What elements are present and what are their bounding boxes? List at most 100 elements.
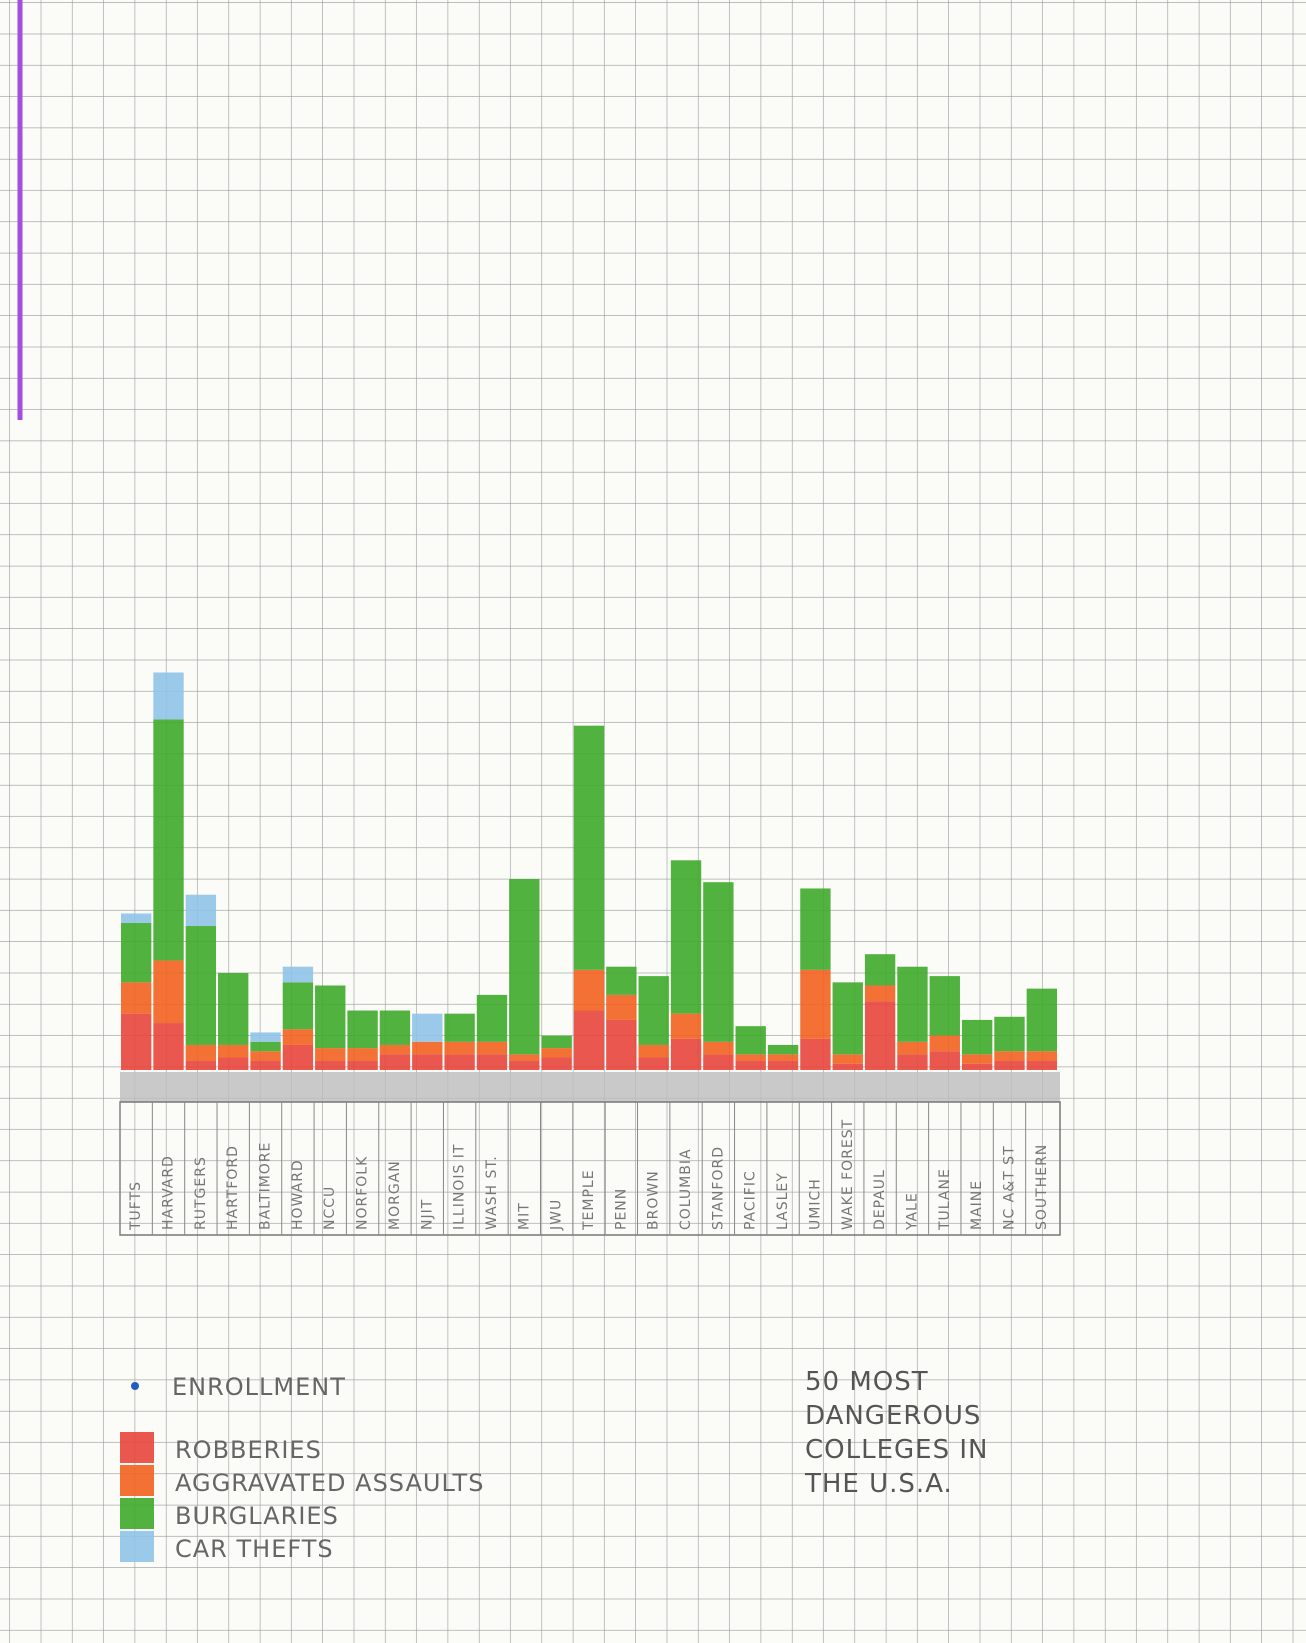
x-tick-label: MAINE [969, 1180, 985, 1230]
baseline-band [120, 1072, 1060, 1102]
bar-segment [638, 1057, 669, 1070]
bar-segment [121, 922, 152, 983]
bar-segment [218, 972, 249, 1045]
x-tick-label: NJIT [419, 1199, 435, 1230]
legend-label: CAR THEFTS [175, 1535, 334, 1563]
x-tick-label: MIT [516, 1202, 532, 1230]
bar-segment [476, 1054, 508, 1070]
chart-title: 50 MOST DANGEROUS COLLEGES IN THE U.S.A. [805, 1367, 989, 1499]
bar-segment [670, 1013, 702, 1039]
bar-segment [670, 1038, 702, 1070]
bar-segment [573, 969, 605, 1011]
bar-segment [379, 1054, 411, 1070]
bar-segment [832, 1054, 863, 1064]
bar-segment [800, 1038, 831, 1070]
bar-segment [832, 1063, 863, 1070]
bar-segment [897, 1054, 928, 1070]
x-tick-label: HOWARD [290, 1159, 306, 1230]
bar-segment [121, 913, 152, 923]
bar-segment [185, 926, 217, 1045]
bar-segment [412, 1054, 443, 1070]
bar-segment [218, 1057, 249, 1070]
bar-segment [250, 1051, 281, 1061]
bar-segment [864, 1001, 896, 1070]
bar-segment [509, 1060, 540, 1070]
bar-segment [153, 960, 184, 1024]
x-tick-label: YALE [904, 1192, 920, 1231]
x-tick-label: HARVARD [161, 1155, 177, 1230]
legend-swatch [120, 1531, 154, 1562]
bar-segment [185, 894, 217, 927]
x-tick-label: NORFOLK [355, 1156, 371, 1230]
bar-segment [250, 1032, 281, 1042]
bar-segment [379, 1010, 411, 1045]
bar-segment [929, 1051, 960, 1070]
bar-segment [897, 1041, 928, 1055]
bar-segment [703, 1054, 734, 1070]
bar-segment [800, 888, 831, 970]
bar-segment [606, 994, 637, 1020]
x-tick-label: SOUTHERN [1034, 1144, 1050, 1230]
bar-segment [476, 994, 508, 1042]
x-tick-label: WASH ST. [484, 1155, 500, 1230]
bar-segment [703, 882, 734, 1042]
x-tick-label: HARTFORD [225, 1145, 241, 1230]
bar-segment [832, 982, 863, 1055]
bar-segment [315, 1060, 346, 1070]
legend-label: AGGRAVATED ASSAULTS [175, 1469, 484, 1497]
x-tick-label: BALTIMORE [258, 1142, 274, 1230]
bar-segment [444, 1054, 475, 1070]
bar-segment [735, 1054, 766, 1061]
bar-segment [541, 1048, 572, 1058]
bar-segment [121, 1013, 152, 1070]
bar-segment [250, 1041, 281, 1052]
bar-segment [897, 966, 928, 1042]
bar-segment [864, 985, 896, 1002]
bar-segment [1026, 988, 1057, 1052]
legend-marker [131, 1382, 139, 1390]
bar-segment [606, 966, 637, 995]
bar-segment [121, 982, 152, 1014]
x-tick-label: MORGAN [387, 1160, 403, 1230]
bar-segment [929, 1035, 960, 1052]
x-tick-label: LASLEY [775, 1172, 791, 1230]
bar-segment [767, 1044, 799, 1055]
x-tick-label: TULANE [937, 1168, 953, 1231]
bar-segment [509, 1054, 540, 1061]
bar-segment [929, 976, 960, 1036]
x-tick-label: PENN [613, 1188, 629, 1230]
bar-segment [606, 1019, 637, 1070]
x-tick-label: NC A&T ST [1001, 1145, 1017, 1230]
bar-segment [994, 1016, 1025, 1052]
bar-segment [185, 1060, 217, 1070]
bar-segment [961, 1054, 993, 1064]
x-tick-label: ILLINOIS IT [452, 1144, 468, 1231]
legend-label: ENROLLMENT [172, 1373, 346, 1401]
bar-segment [347, 1060, 378, 1070]
bar-segment [185, 1044, 217, 1061]
x-tick-label: DEPAUL [872, 1169, 888, 1230]
bar-segment [670, 860, 702, 1014]
legend-swatch [120, 1498, 154, 1529]
x-tick-label: UMICH [807, 1178, 823, 1230]
bar-segment [412, 1041, 443, 1055]
bar-segment [347, 1010, 378, 1049]
bar-segment [1026, 1051, 1057, 1061]
bar-segment [412, 1013, 443, 1042]
bar-segment [735, 1060, 766, 1070]
bar-segment [541, 1035, 572, 1049]
bar-segment [282, 966, 314, 983]
bar-segment [800, 969, 831, 1039]
bar-segment [961, 1063, 993, 1070]
bar-segment [638, 1044, 669, 1058]
x-tick-label: PACIFIC [743, 1170, 759, 1230]
bar-segment [767, 1054, 799, 1061]
x-tick-label: BROWN [646, 1170, 662, 1230]
bar-segment [994, 1060, 1025, 1070]
bar-segment [961, 1019, 993, 1055]
bar-segment [153, 1023, 184, 1070]
bar-segment [347, 1048, 378, 1061]
bar-segment [638, 976, 669, 1045]
